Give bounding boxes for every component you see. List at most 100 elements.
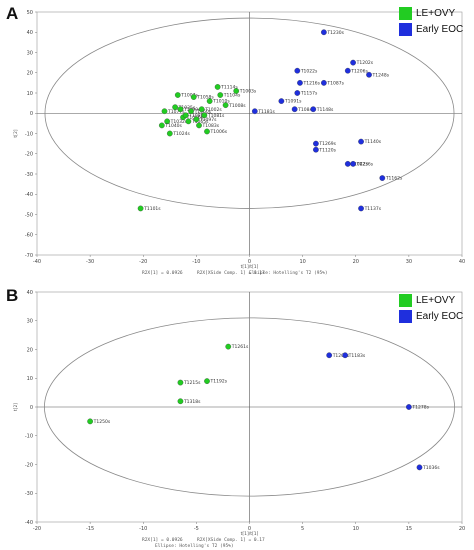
data-point (313, 140, 319, 147)
data-point (206, 98, 213, 104)
panel-a-letter: A (6, 4, 19, 23)
x-tick-label: -10 (192, 259, 200, 265)
panel-b: B -20 -15 -10 -5 0 5 10 15 20 -40 -30 -20 -10 0 10 20 30… (0, 282, 474, 550)
x-tick-label: 5 (301, 526, 304, 532)
data-point (198, 106, 205, 113)
hotelling-ellipse (44, 317, 455, 497)
data-point (161, 108, 168, 115)
x-tick-label: 0 (248, 526, 251, 532)
data-point-label: T1104s (223, 93, 241, 99)
data-point (174, 92, 181, 98)
data-point-label: T1006s (210, 129, 228, 135)
data-point-label: T1032s (170, 119, 188, 125)
data-point (358, 205, 364, 212)
x-axis-title: t[1]/t[1] (241, 531, 259, 537)
y-tick-label: -30 (25, 172, 33, 178)
data-point (193, 116, 200, 123)
legend-swatch (399, 22, 412, 36)
y-tick-label: -20 (25, 152, 33, 158)
data-point-label: T1077s (167, 109, 185, 115)
data-point (291, 106, 298, 113)
legend-item: LE+OVY (399, 292, 463, 308)
data-point (190, 94, 197, 100)
data-point-label: T1269s (318, 141, 336, 147)
x-axis-title: t[1]/t[1] (241, 264, 259, 270)
x-tick-label: -20 (139, 259, 147, 265)
x-tick-label: -40 (33, 259, 41, 265)
data-point-label: T1114s (220, 85, 238, 91)
data-point (177, 379, 184, 386)
data-point (313, 146, 319, 153)
data-point (188, 108, 194, 115)
data-point-label: T1091s (284, 99, 302, 105)
data-point (379, 175, 386, 181)
x-tick-label: -30 (86, 259, 94, 265)
data-point-label: T1137s (364, 206, 382, 212)
data-point-label: T1261s (231, 344, 249, 350)
data-point-label: T1215s (183, 380, 201, 386)
data-point (358, 138, 364, 145)
panel-b-legend: LE+OVY Early EOC (399, 292, 463, 324)
data-point-label: T1002s (204, 107, 222, 113)
data-point-label: T1181s (257, 109, 275, 115)
data-point-label: T1183s (348, 353, 366, 359)
y-tick-label: -70 (25, 253, 33, 259)
footnote-text: R2X[1] = 0.0926 (142, 270, 183, 276)
data-point-label: T1157s (300, 91, 318, 97)
x-tick-label: 0 (248, 259, 251, 265)
data-point-label: T1120s (318, 147, 336, 153)
data-point-label: T1024s (172, 131, 190, 137)
data-point-label: T1250s (93, 419, 111, 425)
data-point (344, 67, 351, 74)
data-point (164, 118, 171, 125)
data-point (204, 128, 210, 135)
data-point (366, 71, 372, 78)
x-tick-label: 30 (406, 259, 412, 265)
data-point (326, 352, 333, 359)
data-point (294, 67, 301, 74)
x-tick-label: -15 (86, 526, 94, 532)
data-point (214, 84, 221, 90)
data-point-label: T1200s (332, 353, 350, 359)
y-tick-label: 20 (27, 347, 33, 353)
data-point-label: T1097s (199, 117, 217, 123)
data-point (294, 90, 301, 96)
data-point (321, 29, 327, 36)
data-point-label: T1248s (372, 72, 390, 78)
x-tick-label: 15 (406, 526, 412, 532)
y-axis-title: t[2] (13, 129, 19, 137)
data-point (344, 161, 351, 167)
legend-item: Early EOC (399, 21, 463, 37)
legend-label: Early EOC (416, 310, 464, 322)
data-point (217, 92, 224, 98)
y-tick-label: 30 (27, 319, 33, 325)
data-point-label: T1140s (364, 139, 382, 145)
y-axis-title: t[2] (13, 403, 19, 411)
hotelling-ellipse (44, 17, 455, 209)
y-tick-label: -40 (25, 192, 33, 198)
data-point (321, 80, 327, 86)
data-point-label: T1088s (188, 113, 206, 119)
data-point-label: T1003s (239, 89, 257, 95)
x-tick-label: 10 (299, 259, 305, 265)
y-tick-label: -40 (25, 520, 33, 526)
panel-a-plot: -40 -30 -20 -10 0 10 20 30 40 -70 -60 -50 -40 -30 -20 -… (13, 10, 465, 276)
y-tick-label: -20 (25, 462, 33, 468)
footnote-text: Ellipse: Hotelling's T2 (95%) (155, 543, 234, 549)
panel-b-plot: -20 -15 -10 -5 0 5 10 15 20 -40 -30 -20 -10 0 10 20 30 40… (13, 290, 465, 549)
data-point (196, 122, 202, 129)
panel-b-letter: B (6, 286, 19, 305)
footnote-text: R2X[XSide Comp. 1] = 0.17 (197, 270, 265, 276)
data-point (350, 59, 356, 66)
data-point-label: T1035s (178, 105, 196, 111)
data-point (158, 122, 165, 129)
legend-label: LE+OVY (416, 7, 456, 19)
y-tick-label: 0 (30, 111, 33, 117)
footnote-text: R2X[1] = 0.0926 (142, 537, 183, 543)
data-point-label: T1087s (326, 80, 344, 86)
legend-swatch (399, 6, 412, 20)
data-point (222, 102, 229, 109)
data-point-label: T1058s (196, 95, 214, 101)
data-point-label: T1083s (202, 123, 220, 129)
data-point-label: T1230s (326, 30, 344, 36)
